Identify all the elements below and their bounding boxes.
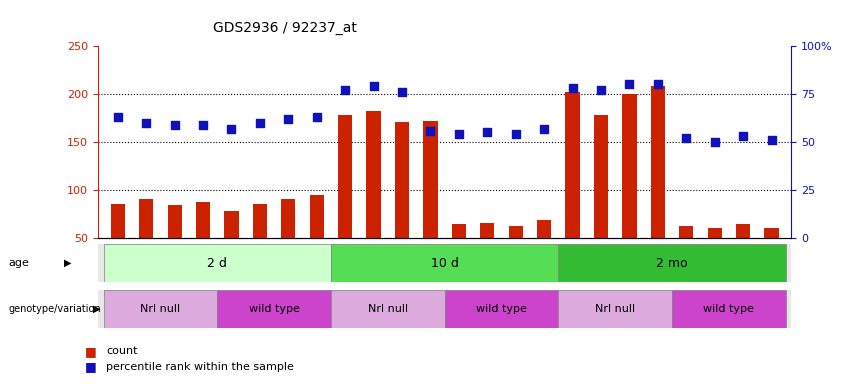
Text: wild type: wild type bbox=[248, 304, 300, 314]
Text: percentile rank within the sample: percentile rank within the sample bbox=[106, 362, 294, 372]
Bar bbox=[594, 115, 608, 286]
Bar bbox=[196, 202, 210, 286]
Bar bbox=[104, 290, 217, 328]
Text: Nrl null: Nrl null bbox=[368, 304, 408, 314]
Text: ■: ■ bbox=[85, 360, 97, 373]
Point bbox=[197, 122, 210, 128]
Point bbox=[623, 81, 637, 88]
Bar bbox=[111, 204, 125, 286]
Point bbox=[367, 83, 380, 89]
Point bbox=[225, 126, 238, 132]
Point bbox=[509, 131, 523, 137]
Bar bbox=[764, 227, 779, 286]
Point bbox=[310, 114, 323, 120]
Text: 2 d: 2 d bbox=[208, 257, 227, 270]
Point bbox=[566, 85, 580, 91]
Point bbox=[651, 81, 665, 88]
Point bbox=[537, 126, 551, 132]
Bar bbox=[331, 290, 445, 328]
Text: wild type: wild type bbox=[476, 304, 527, 314]
Bar bbox=[217, 290, 331, 328]
Point bbox=[168, 122, 181, 128]
Point bbox=[339, 87, 352, 93]
Point bbox=[253, 120, 266, 126]
Point bbox=[395, 89, 408, 95]
Text: wild type: wild type bbox=[704, 304, 754, 314]
Point bbox=[765, 137, 779, 143]
Bar bbox=[423, 121, 437, 286]
Point bbox=[481, 129, 494, 136]
Text: ▶: ▶ bbox=[64, 258, 71, 268]
Bar bbox=[253, 204, 267, 286]
Text: Nrl null: Nrl null bbox=[140, 304, 180, 314]
Point bbox=[679, 135, 693, 141]
Point bbox=[111, 114, 124, 120]
Bar bbox=[736, 223, 751, 286]
Bar bbox=[480, 223, 494, 286]
Bar bbox=[509, 226, 523, 286]
Bar bbox=[452, 223, 466, 286]
Point bbox=[594, 87, 608, 93]
Bar bbox=[679, 226, 694, 286]
Text: age: age bbox=[9, 258, 30, 268]
Point bbox=[140, 120, 153, 126]
Point bbox=[282, 116, 295, 122]
Bar bbox=[225, 211, 238, 286]
Text: Nrl null: Nrl null bbox=[595, 304, 635, 314]
Text: genotype/variation: genotype/variation bbox=[9, 304, 101, 314]
Text: GDS2936 / 92237_at: GDS2936 / 92237_at bbox=[213, 21, 357, 35]
Bar bbox=[565, 92, 580, 286]
Bar bbox=[445, 290, 558, 328]
Text: 2 mo: 2 mo bbox=[656, 257, 688, 270]
Text: count: count bbox=[106, 346, 138, 356]
Bar bbox=[310, 195, 324, 286]
Bar bbox=[104, 244, 331, 282]
Point bbox=[452, 131, 465, 137]
Point bbox=[736, 133, 750, 139]
Bar bbox=[395, 122, 409, 286]
Bar bbox=[672, 290, 785, 328]
Bar bbox=[707, 227, 722, 286]
Text: ■: ■ bbox=[85, 345, 97, 358]
Bar bbox=[622, 94, 637, 286]
Bar bbox=[537, 220, 551, 286]
Bar bbox=[338, 115, 352, 286]
Point bbox=[708, 139, 722, 145]
Bar bbox=[139, 199, 153, 286]
Text: ▶: ▶ bbox=[93, 304, 100, 314]
Text: 10 d: 10 d bbox=[431, 257, 459, 270]
Bar bbox=[367, 111, 380, 286]
Bar bbox=[331, 244, 558, 282]
Bar bbox=[168, 205, 182, 286]
Point bbox=[424, 127, 437, 134]
Bar bbox=[558, 290, 672, 328]
Bar bbox=[281, 199, 295, 286]
Bar bbox=[558, 244, 785, 282]
Bar bbox=[651, 86, 665, 286]
